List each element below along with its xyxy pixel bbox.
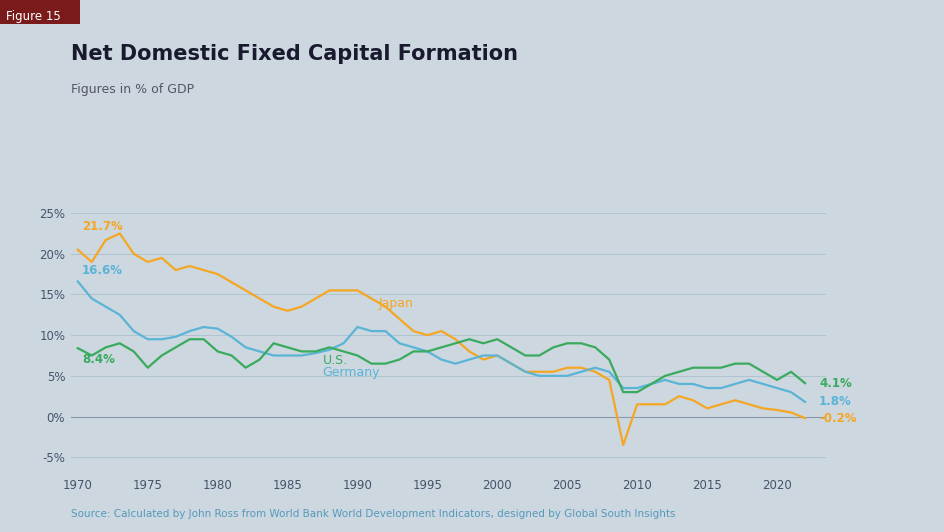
Text: 16.6%: 16.6% <box>82 263 123 277</box>
Text: U.S.: U.S. <box>323 354 347 367</box>
Text: 4.1%: 4.1% <box>819 377 851 389</box>
Text: Figures in % of GDP: Figures in % of GDP <box>71 83 194 96</box>
Text: Net Domestic Fixed Capital Formation: Net Domestic Fixed Capital Formation <box>71 44 518 64</box>
Text: Japan: Japan <box>379 297 413 310</box>
Text: 1.8%: 1.8% <box>819 395 851 409</box>
Text: 21.7%: 21.7% <box>82 220 123 234</box>
Text: Figure 15: Figure 15 <box>7 10 61 23</box>
Text: Germany: Germany <box>323 366 380 379</box>
Text: Source: Calculated by John Ross from World Bank World Development Indicators, de: Source: Calculated by John Ross from Wor… <box>71 509 675 519</box>
Text: 8.4%: 8.4% <box>82 353 115 366</box>
Text: -0.2%: -0.2% <box>819 412 856 425</box>
